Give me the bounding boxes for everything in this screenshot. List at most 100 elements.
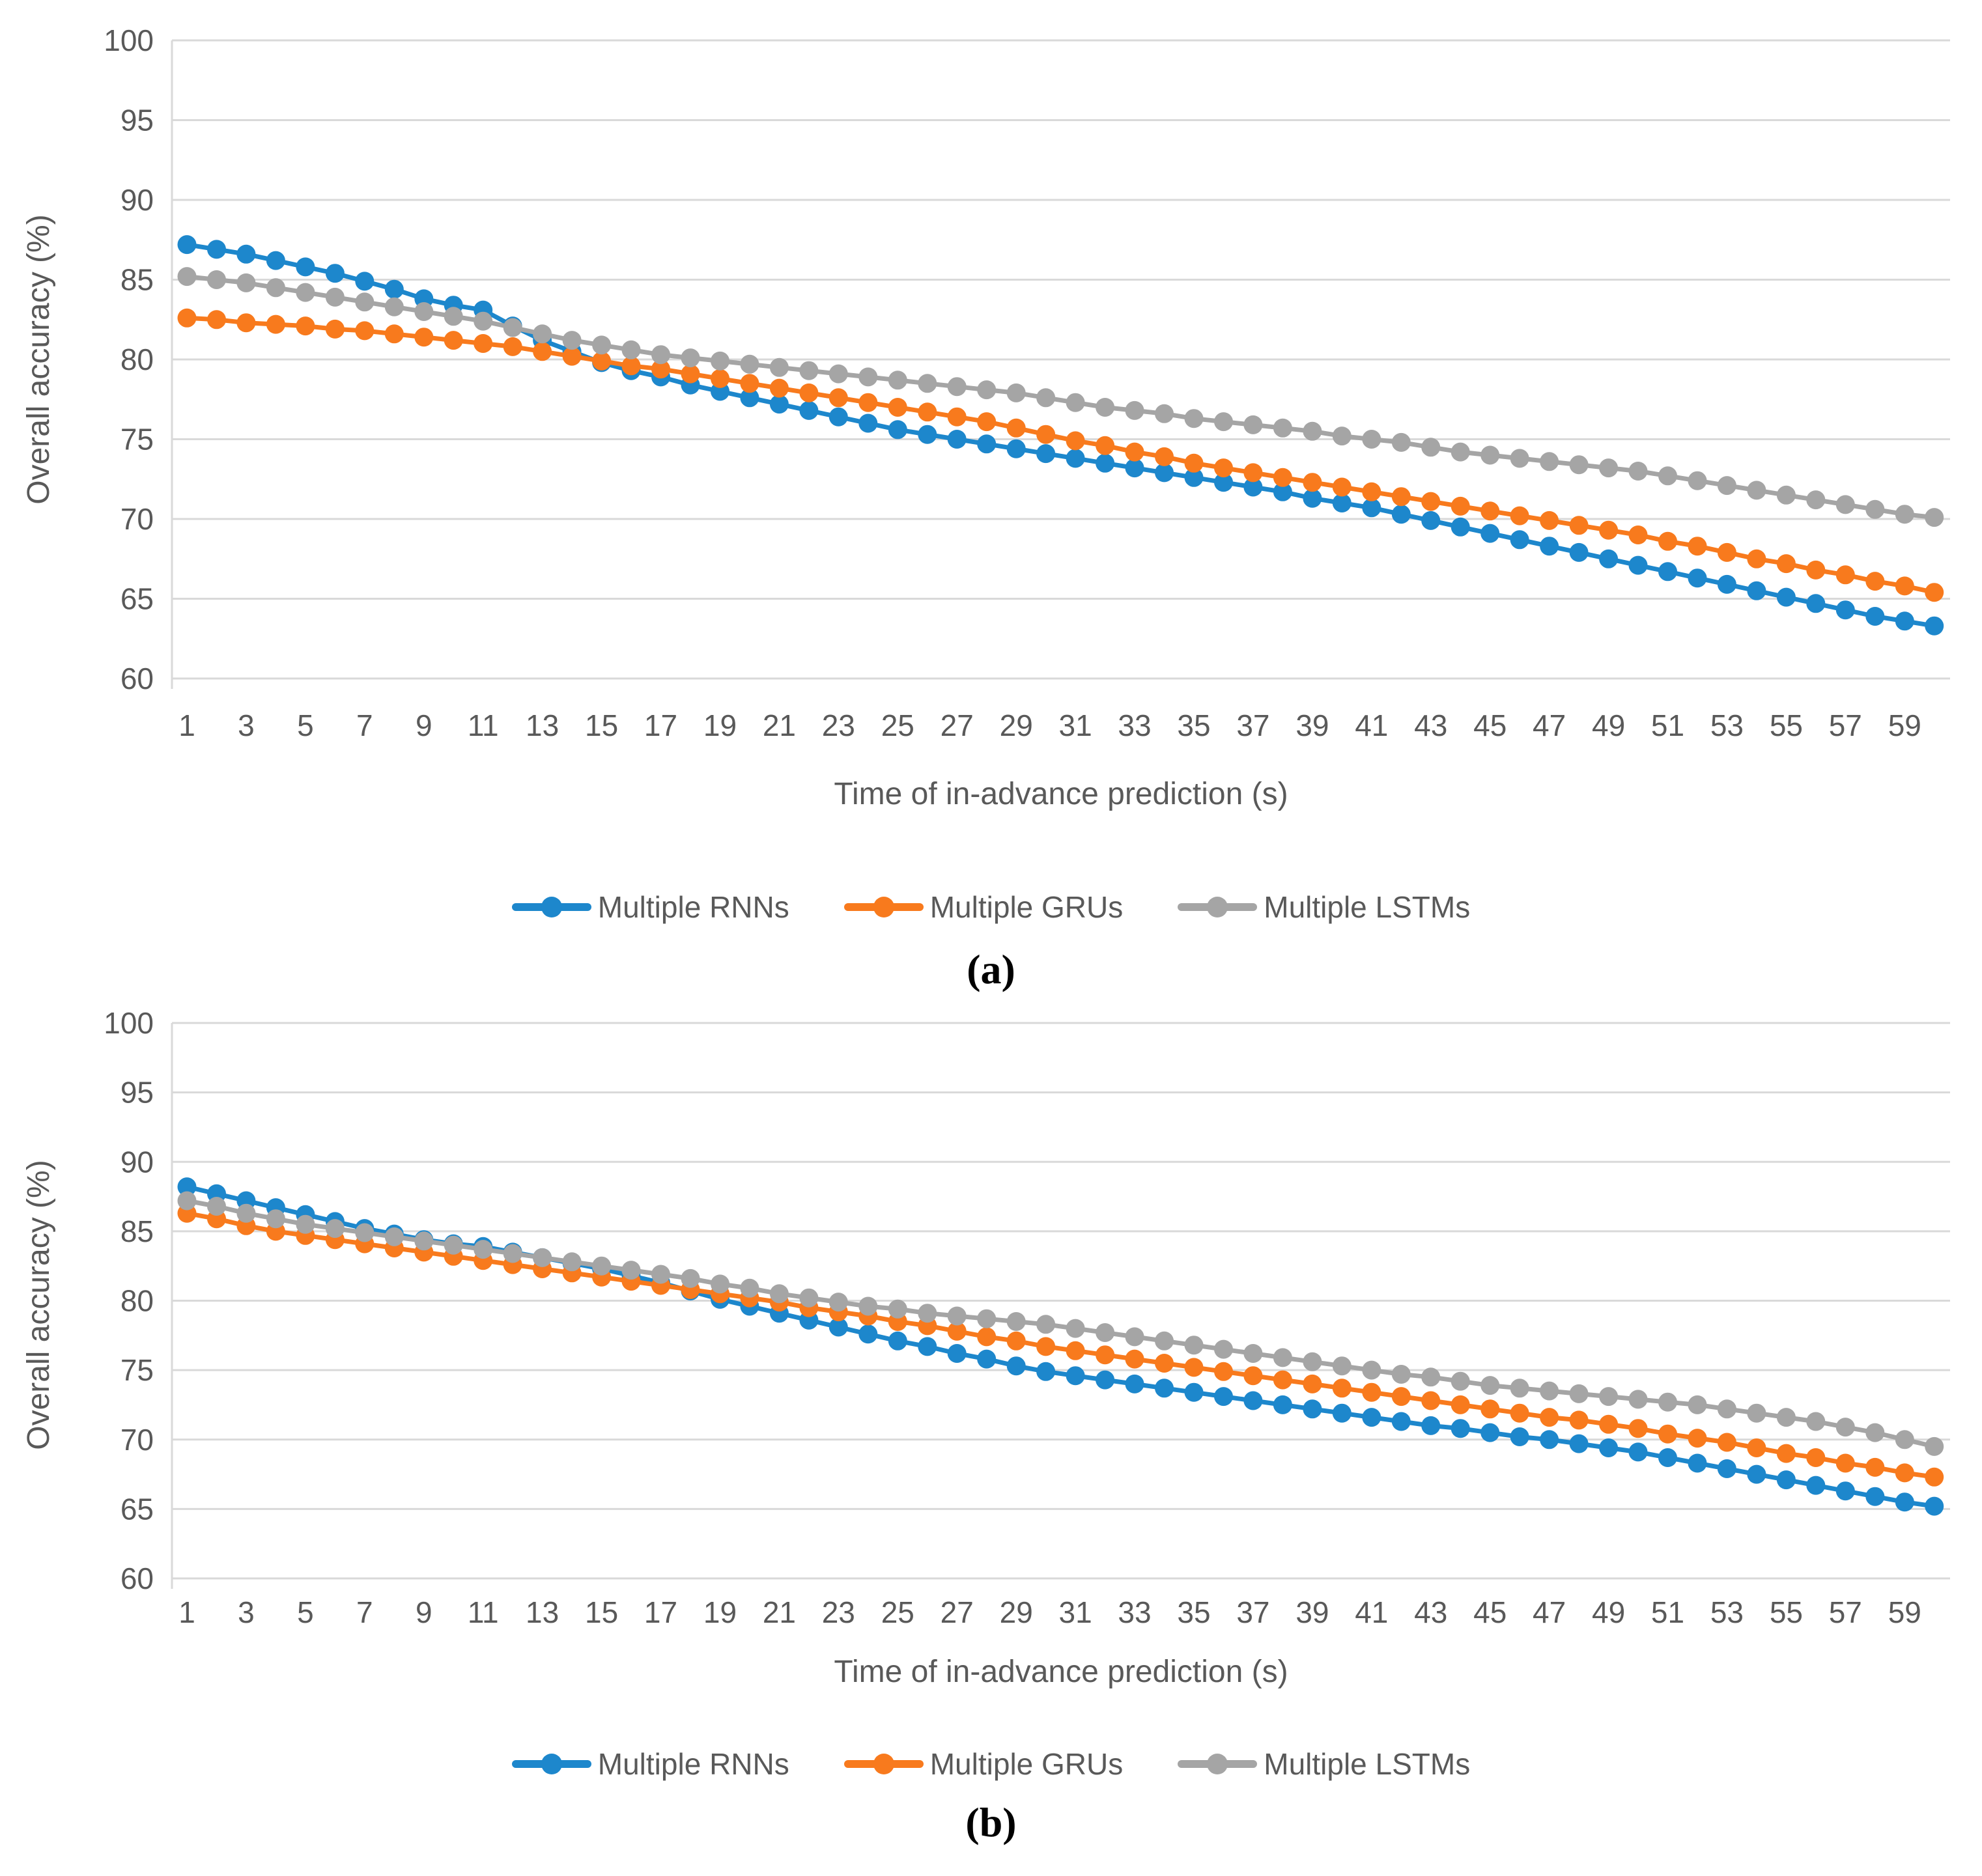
svg-text:27: 27 xyxy=(941,708,974,742)
svg-text:29: 29 xyxy=(1000,1595,1033,1629)
svg-text:60: 60 xyxy=(120,1561,154,1595)
rnn-line-marker-icon xyxy=(511,1750,591,1778)
legend-b: Multiple RNNs Multiple GRUs Multiple LST… xyxy=(0,1746,1982,1782)
legend-label-gru: Multiple GRUs xyxy=(929,1747,1124,1781)
svg-text:31: 31 xyxy=(1059,708,1092,742)
svg-text:53: 53 xyxy=(1710,1595,1744,1629)
lstm-line-marker-icon xyxy=(1178,1750,1258,1778)
lstm-line-marker-icon xyxy=(1178,893,1258,921)
svg-text:37: 37 xyxy=(1236,1595,1269,1629)
svg-text:49: 49 xyxy=(1592,1595,1625,1629)
legend-item-gru: Multiple GRUs xyxy=(843,1746,1124,1782)
svg-text:15: 15 xyxy=(585,1595,618,1629)
svg-text:41: 41 xyxy=(1355,708,1388,742)
svg-text:80: 80 xyxy=(120,343,154,376)
legend-a: Multiple RNNs Multiple GRUs Multiple LST… xyxy=(0,889,1982,925)
gru-line-marker-icon xyxy=(843,1750,924,1778)
svg-text:33: 33 xyxy=(1118,1595,1151,1629)
svg-text:27: 27 xyxy=(941,1595,974,1629)
svg-text:100: 100 xyxy=(104,23,154,57)
svg-text:35: 35 xyxy=(1177,1595,1210,1629)
svg-text:23: 23 xyxy=(822,708,855,742)
svg-text:90: 90 xyxy=(120,1145,154,1179)
legend-label-lstm: Multiple LSTMs xyxy=(1264,890,1471,924)
svg-text:80: 80 xyxy=(120,1284,154,1318)
legend-label-gru: Multiple GRUs xyxy=(929,890,1124,924)
svg-text:21: 21 xyxy=(763,1595,796,1629)
svg-text:39: 39 xyxy=(1295,708,1329,742)
svg-text:59: 59 xyxy=(1888,1595,1921,1629)
svg-text:39: 39 xyxy=(1295,1595,1329,1629)
legend-label-lstm: Multiple LSTMs xyxy=(1264,1747,1471,1781)
svg-text:15: 15 xyxy=(585,708,618,742)
legend-label-rnn: Multiple RNNs xyxy=(597,890,789,924)
svg-text:43: 43 xyxy=(1414,1595,1447,1629)
svg-text:75: 75 xyxy=(120,423,154,456)
svg-text:1: 1 xyxy=(178,1595,195,1629)
svg-text:100: 100 xyxy=(104,1006,154,1040)
gru-line-marker-icon xyxy=(843,893,924,921)
legend-item-rnn: Multiple RNNs xyxy=(511,889,789,925)
svg-text:55: 55 xyxy=(1770,1595,1803,1629)
legend-label-rnn: Multiple RNNs xyxy=(597,1747,789,1781)
svg-text:3: 3 xyxy=(238,708,255,742)
legend-item-gru: Multiple GRUs xyxy=(843,889,1124,925)
svg-text:45: 45 xyxy=(1473,708,1507,742)
caption-a: (a) xyxy=(967,946,1015,992)
svg-text:17: 17 xyxy=(644,708,677,742)
svg-text:23: 23 xyxy=(822,1595,855,1629)
svg-text:70: 70 xyxy=(120,1423,154,1457)
svg-text:21: 21 xyxy=(763,708,796,742)
svg-text:29: 29 xyxy=(1000,708,1033,742)
svg-text:51: 51 xyxy=(1651,708,1684,742)
x-axis-title-b: Time of in-advance prediction (s) xyxy=(834,1655,1288,1689)
svg-text:11: 11 xyxy=(468,1595,499,1629)
svg-text:49: 49 xyxy=(1592,708,1625,742)
svg-text:65: 65 xyxy=(120,582,154,616)
legend-item-lstm: Multiple LSTMs xyxy=(1178,1746,1470,1782)
svg-text:75: 75 xyxy=(120,1353,154,1387)
svg-text:65: 65 xyxy=(120,1492,154,1526)
svg-text:47: 47 xyxy=(1533,1595,1566,1629)
svg-text:19: 19 xyxy=(703,1595,737,1629)
svg-text:85: 85 xyxy=(120,263,154,297)
svg-text:13: 13 xyxy=(526,1595,559,1629)
svg-text:13: 13 xyxy=(526,708,559,742)
svg-text:11: 11 xyxy=(468,708,499,742)
svg-text:47: 47 xyxy=(1533,708,1566,742)
svg-text:90: 90 xyxy=(120,183,154,217)
svg-text:35: 35 xyxy=(1177,708,1210,742)
svg-text:9: 9 xyxy=(416,708,432,742)
svg-text:41: 41 xyxy=(1355,1595,1388,1629)
svg-text:37: 37 xyxy=(1236,708,1269,742)
rnn-line-marker-icon xyxy=(511,893,591,921)
svg-text:57: 57 xyxy=(1829,1595,1862,1629)
svg-text:43: 43 xyxy=(1414,708,1447,742)
svg-text:5: 5 xyxy=(297,708,314,742)
svg-text:19: 19 xyxy=(703,708,737,742)
legend-item-rnn: Multiple RNNs xyxy=(511,1746,789,1782)
svg-text:3: 3 xyxy=(238,1595,255,1629)
svg-text:25: 25 xyxy=(881,1595,914,1629)
svg-text:33: 33 xyxy=(1118,708,1151,742)
svg-text:60: 60 xyxy=(120,662,154,695)
svg-text:95: 95 xyxy=(120,104,154,137)
svg-text:85: 85 xyxy=(120,1214,154,1248)
x-axis-title-a: Time of in-advance prediction (s) xyxy=(834,777,1288,811)
svg-text:9: 9 xyxy=(416,1595,432,1629)
svg-text:25: 25 xyxy=(881,708,914,742)
svg-text:55: 55 xyxy=(1770,708,1803,742)
svg-text:51: 51 xyxy=(1651,1595,1684,1629)
svg-text:7: 7 xyxy=(356,1595,373,1629)
legend-item-lstm: Multiple LSTMs xyxy=(1178,889,1470,925)
svg-text:70: 70 xyxy=(120,502,154,536)
svg-text:17: 17 xyxy=(644,1595,677,1629)
svg-text:5: 5 xyxy=(297,1595,314,1629)
svg-text:31: 31 xyxy=(1059,1595,1092,1629)
svg-text:1: 1 xyxy=(178,708,195,742)
svg-text:59: 59 xyxy=(1888,708,1921,742)
caption-b: (b) xyxy=(965,1799,1017,1845)
